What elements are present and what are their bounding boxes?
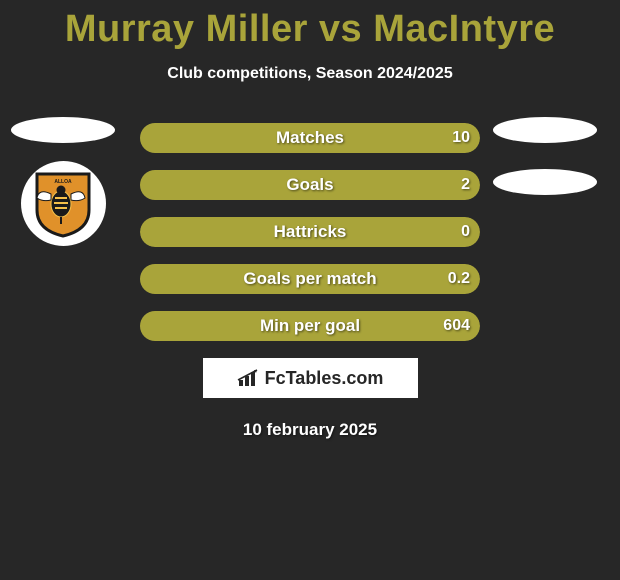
- comparison-content: ALLOA Matches10 Goals2 Hattricks0 Goals per…: [0, 123, 620, 440]
- stat-bar-label: Goals: [140, 170, 480, 200]
- stat-bar-right-value: 604: [443, 311, 470, 341]
- stat-bar-right-value: 0.2: [448, 264, 470, 294]
- left-player-column: ALLOA: [8, 117, 118, 246]
- stat-bar-label: Goals per match: [140, 264, 480, 294]
- club-badge-placeholder: [493, 169, 597, 195]
- brand-watermark: FcTables.com: [203, 358, 418, 398]
- alloa-athletic-crest-icon: ALLOA: [33, 170, 93, 238]
- stat-bar-right-value: 0: [461, 217, 470, 247]
- player-photo-placeholder: [11, 117, 115, 143]
- right-player-column: [490, 117, 600, 195]
- stat-bars: Matches10 Goals2 Hattricks0 Goals per match…: [140, 123, 480, 341]
- stat-bar-row: Matches10: [140, 123, 480, 153]
- stat-bar-right-value: 10: [452, 123, 470, 153]
- snapshot-date: 10 february 2025: [0, 420, 620, 440]
- stat-bar-row: Min per goal604: [140, 311, 480, 341]
- bar-chart-icon: [237, 368, 261, 388]
- stat-bar-row: Hattricks0: [140, 217, 480, 247]
- stat-bar-label: Hattricks: [140, 217, 480, 247]
- stat-bar-label: Min per goal: [140, 311, 480, 341]
- stat-bar-row: Goals2: [140, 170, 480, 200]
- player-photo-placeholder: [493, 117, 597, 143]
- club-badge-left: ALLOA: [21, 161, 106, 246]
- svg-text:ALLOA: ALLOA: [54, 179, 72, 185]
- page-title: Murray Miller vs MacIntyre: [0, 0, 620, 51]
- stat-bar-label: Matches: [140, 123, 480, 153]
- stat-bar-row: Goals per match0.2: [140, 264, 480, 294]
- page-subtitle: Club competitions, Season 2024/2025: [0, 65, 620, 83]
- stat-bar-right-value: 2: [461, 170, 470, 200]
- brand-text: FcTables.com: [265, 368, 384, 389]
